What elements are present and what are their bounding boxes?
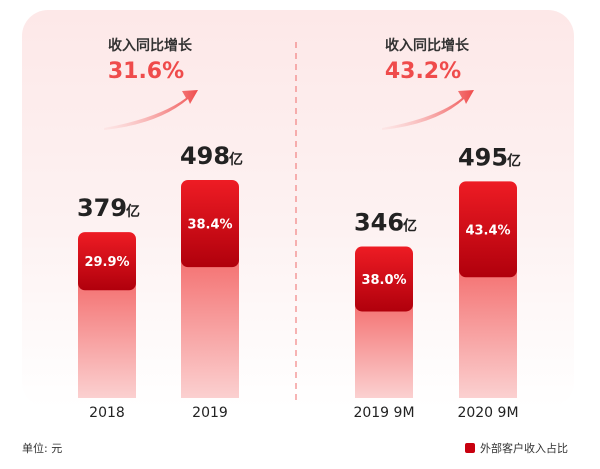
share-label: 38.4% — [187, 218, 232, 233]
total-unit-label: 亿 — [229, 151, 243, 168]
total-unit-label: 亿 — [507, 152, 521, 169]
share-bar-segment — [181, 180, 239, 268]
total-value-label: 498 — [180, 142, 230, 170]
category-label: 2020 9M — [457, 405, 518, 421]
share-bar-segment — [78, 232, 136, 291]
total-value-label: 495 — [458, 143, 508, 171]
category-label: 2018 — [89, 405, 125, 421]
legend: 外部客户收入占比 — [465, 440, 568, 456]
total-unit-label: 亿 — [403, 218, 417, 235]
legend-swatch — [465, 443, 475, 453]
total-value-label: 379 — [77, 194, 127, 222]
growth-label: 收入同比增长 — [385, 37, 470, 54]
share-bar-segment — [459, 181, 517, 278]
growth-arrow — [104, 90, 198, 130]
total-bar — [78, 282, 136, 398]
share-label: 43.4% — [465, 223, 510, 238]
share-label: 38.0% — [361, 273, 406, 288]
growth-label: 收入同比增长 — [108, 37, 193, 54]
legend-label: 外部客户收入占比 — [480, 442, 568, 455]
share-label: 29.9% — [84, 255, 129, 270]
total-value-label: 346 — [354, 209, 404, 237]
category-label: 2019 — [192, 405, 228, 421]
total-bar — [181, 259, 239, 398]
total-bar — [355, 303, 413, 398]
growth-value: 43.2% — [385, 59, 461, 84]
growth-arrow — [382, 90, 474, 130]
share-bar-segment — [355, 246, 413, 312]
unit-note: 单位: 元 — [22, 442, 63, 455]
category-label: 2019 9M — [353, 405, 414, 421]
total-bar — [459, 269, 517, 398]
growth-value: 31.6% — [108, 59, 184, 84]
total-unit-label: 亿 — [126, 203, 140, 220]
